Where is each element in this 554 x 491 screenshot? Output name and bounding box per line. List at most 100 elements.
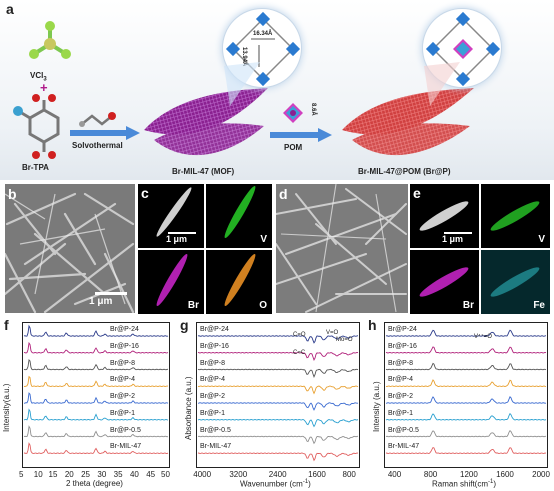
panel-a-label: a — [6, 1, 14, 17]
v-map-crystal — [224, 185, 256, 239]
panel-e-map-br: Br — [410, 250, 479, 314]
plus-sign: + — [40, 80, 48, 95]
series-label: Br@P-8 — [200, 359, 225, 367]
panel-a: a VCl3 + Br-TPA Solvothermal — [0, 0, 554, 180]
spectrum-trace — [385, 446, 547, 455]
o-map-crystal — [224, 253, 256, 307]
panel-g-ylabel: Absorbance (a.u.) — [184, 376, 193, 440]
annot-co: C=O — [293, 332, 306, 338]
solvothermal-label: Solvothermal — [72, 141, 123, 150]
spectrum-trace — [197, 452, 359, 462]
panel-h-raman-plot — [384, 322, 548, 468]
series-label: Br-MIL-47 — [110, 443, 142, 451]
axis-tick-label: 35 — [113, 470, 123, 479]
spectrum-trace — [197, 435, 359, 445]
br-map-crystal — [156, 253, 188, 307]
panel-b-label: b — [8, 186, 17, 202]
panel-c-map-o: O — [206, 250, 272, 314]
axis-tick-label: 25 — [81, 470, 91, 479]
mof-crystal — [144, 88, 268, 156]
panel-g-xlabel: Wavenumber (cm-1) — [240, 479, 311, 489]
panel-b-scale-label: 1 μm — [89, 296, 113, 307]
spectrum-trace — [23, 341, 169, 354]
mof-label: Br-MIL-47 (MOF) — [172, 167, 235, 176]
series-label: Br@P-0.5 — [388, 426, 419, 434]
sem-needles-b — [5, 184, 135, 313]
pom-cluster — [283, 103, 303, 123]
panel-f-xrd-plot — [22, 322, 170, 468]
axis-tick-label: 400 — [387, 470, 402, 479]
panel-c-sem: c 1 μm — [138, 184, 204, 248]
spectrum-trace — [23, 375, 169, 388]
pore-size-a: 16.34Å — [253, 31, 273, 37]
panel-b-sem-image: b 1 μm — [5, 184, 135, 313]
series-label: Br@P-24 — [388, 326, 417, 333]
series-label: Br@P-2 — [388, 393, 413, 400]
spectrum-trace — [385, 329, 547, 337]
panel-h-xlabel: Raman shift(cm-1) — [432, 479, 497, 489]
series-label: Br@P-8 — [110, 359, 135, 367]
series-label: Br@P-4 — [110, 376, 135, 384]
axis-tick-label: 1200 — [460, 470, 478, 479]
solvent-molecule — [79, 112, 116, 127]
annot-vo: V=O — [326, 330, 339, 336]
sem-needles-d — [276, 184, 408, 313]
series-label: Br@P-16 — [388, 342, 417, 350]
axis-tick-label: 800 — [423, 470, 438, 479]
series-label: Br@P-8 — [388, 359, 413, 367]
panel-c-label: c — [141, 185, 149, 201]
spectrum-trace — [197, 368, 359, 378]
br-at-p-crystal — [342, 88, 474, 156]
panel-c-crystal — [156, 187, 192, 237]
series-label: Br@P-16 — [110, 342, 139, 350]
br-at-p-label: Br-MIL-47@POM (Br@P) — [358, 167, 451, 176]
panel-c-scalebar — [168, 232, 196, 234]
spectrum-trace — [385, 362, 547, 371]
axis-tick-label: 50 — [161, 470, 170, 479]
panel-e-map-fe-label: Fe — [533, 300, 545, 311]
vcl3-molecule — [29, 21, 71, 59]
panel-e-map-fe: Fe — [481, 250, 550, 314]
panel-h-label: h — [368, 317, 377, 333]
spectrum-trace — [197, 351, 359, 361]
spectrum-trace — [23, 392, 169, 404]
panel-c-map-v-label: V — [260, 234, 267, 245]
axis-tick-label: 5 — [18, 470, 24, 479]
panel-f-ylabel: Intensity(a.u.) — [2, 383, 11, 432]
zoom-callout-2 — [424, 62, 460, 106]
spectrum-trace — [197, 385, 359, 395]
panel-c-map-v: V — [206, 184, 272, 248]
panel-e-scalebar — [444, 232, 472, 234]
spectrum-trace — [385, 430, 547, 438]
spectrum-trace — [23, 324, 169, 337]
spectrum-trace — [23, 442, 169, 455]
series-label: Br@P-0.5 — [110, 426, 141, 434]
panel-e-scale-label: 1 μm — [442, 234, 464, 244]
series-label: Br@P-0.5 — [200, 426, 231, 434]
axis-tick-label: 30 — [97, 470, 107, 479]
series-label: Br@P-2 — [110, 393, 135, 400]
series-label: Br-MIL-47 — [388, 443, 420, 451]
panel-c-scale-label: 1 μm — [166, 234, 188, 244]
spectrum-trace — [385, 346, 547, 354]
panel-g-ftir-plot — [196, 322, 360, 468]
series-label: Br@P-4 — [200, 376, 225, 384]
axis-tick-label: 800 — [342, 470, 356, 479]
panel-d-sem-image: d — [276, 184, 408, 313]
spectrum-trace — [197, 335, 359, 344]
panel-d-label: d — [279, 186, 288, 202]
br-at-p-framework — [425, 11, 501, 87]
axis-tick-label: 1600 — [496, 470, 514, 479]
panel-e-map-br-label: Br — [462, 300, 474, 311]
axis-tick-label: 2000 — [532, 470, 550, 479]
axis-tick-label: 4000 — [193, 470, 212, 479]
zoom-callout-1 — [224, 62, 260, 106]
axis-tick-label: 15 — [48, 470, 58, 479]
panel-f-xlabel: 2 theta (degree) — [66, 479, 123, 488]
panel-e-br-crystal — [419, 267, 469, 297]
panel-e-fe-crystal — [481, 250, 550, 314]
panel-e-map-v: V — [481, 184, 550, 248]
series-label: Br-MIL-47 — [200, 443, 232, 451]
panel-e-label: e — [413, 185, 421, 201]
br-tpa-molecule — [13, 94, 60, 159]
